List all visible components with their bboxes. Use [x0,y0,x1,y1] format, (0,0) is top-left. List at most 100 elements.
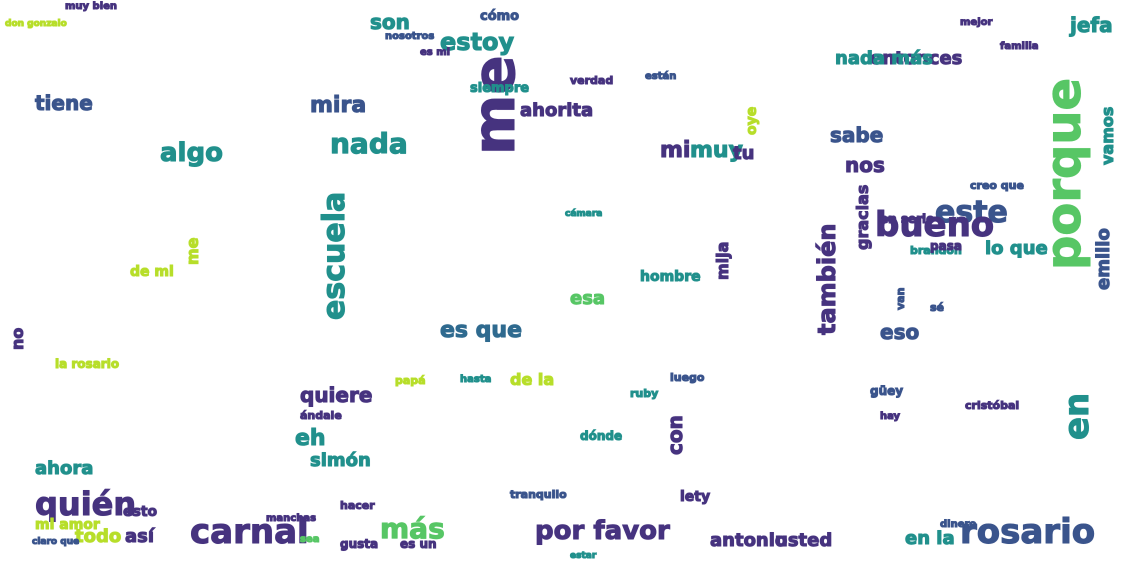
word-van: dinero [939,519,977,530]
word-ay: ay [442,445,523,513]
word-a-ver-si-cabron: estar [569,551,597,561]
word-es-mi: don gonzalo [5,19,68,29]
word-de: de [202,77,682,473]
word-creo-que: sé [929,301,945,314]
word-el: el [592,72,695,182]
word-hacer: lety [679,489,711,505]
word-oye: jefa [1070,13,1114,37]
word-eh: me [460,55,529,156]
word-me: me [183,237,203,266]
word-son: nos [845,153,886,177]
word-antonio: vamos [1098,106,1118,165]
word-mas: algo [160,138,224,168]
word-dinero: manchas [265,513,317,524]
word-estan: siempre [469,81,530,96]
word-vamonos: es un [400,537,438,551]
word-pasa: cámara [564,209,603,219]
word-manchas: dónde [579,429,623,443]
word-por-favor: por favor [535,516,671,546]
word-yo: yo [1037,35,1127,110]
word-lo: lo [537,374,682,531]
word-cristobal: mija [713,241,733,280]
word-con: con [663,415,688,456]
word-hasta: papá [395,374,427,387]
word-brandon: en serio [879,212,935,226]
word-siempre: verdad [569,74,614,87]
word-hombre: de mi [130,264,175,280]
word-donde: ruby [629,387,659,400]
word-en-la: usted [774,530,833,551]
word-guey: escuela [317,191,353,320]
word-escuela: la rosario [54,357,120,371]
word-pero: pero [542,0,793,102]
word-en: bueno [874,205,995,245]
word-todo: más [380,512,446,545]
word-andale: pasa [930,239,963,253]
word-mi-amor: ándale [300,409,343,422]
word-nada-mas: entonces [869,48,963,69]
word-no: no [8,327,28,350]
word-familia: están [644,71,677,82]
word-ya-2: ya [1007,455,1090,523]
word-mira: nada [330,127,409,160]
word-como: como [832,11,964,60]
word-luego: cristóbal [964,399,1020,412]
word-esto: esto [122,504,158,520]
word-algo: ahorita [519,100,594,121]
word-don-gonzalo: familia [1000,41,1040,52]
word-ahora: así [124,526,155,547]
word-gracias: emilio [1093,228,1115,291]
word-estar: gusta [339,537,379,551]
word-gusta: claro que [31,537,80,547]
word-un: un [787,70,878,140]
word-este: esa [569,288,606,309]
word-sea: mi amor [35,517,101,533]
word-tu-2: mi [659,138,691,163]
word-la: la [767,113,1109,497]
word-tu: tú [62,4,151,86]
word-ya: ya [377,331,595,518]
word-carnal: carnal [190,512,310,552]
word-entonces: cómo [479,9,520,24]
word-como-accent: estoy [439,28,515,56]
word-de-la: quiere [299,383,373,407]
word-ver: ver [162,423,314,516]
word-se: tranquilo [510,488,568,501]
word-ruby: hay [879,411,901,422]
word-en-serio: van [894,287,908,310]
word-jefa: nada más [835,48,934,69]
word-bien: bien [572,376,700,434]
word-mejor: oye [744,106,761,135]
word-simon: en la [905,528,956,549]
word-para: para [877,449,1042,522]
word-verdad: mejor [959,17,993,28]
word-mija: hombre [640,269,702,285]
word-es: es [615,72,710,154]
word-eso: es que [439,318,523,343]
word-papa: brandon [910,244,963,257]
word-nosotros: muy bien [64,1,118,12]
word-que: que [32,345,280,479]
word-si: sí [867,0,1051,210]
word-es-que: quién [34,485,137,523]
word-quien: ahora [34,458,94,479]
word-usted: antonio [709,530,788,551]
word-estoy: son [370,10,411,34]
word-ahorita: tiene [35,91,94,115]
word-aqui: aquí [777,470,917,534]
word-quiere: simón [310,450,372,471]
word-porque: en [1057,392,1098,440]
word-por: por [162,65,282,135]
word-te: te [717,465,792,535]
word-pues: pues [137,0,381,100]
word-tambien: gracias [853,184,873,250]
word-hay: güey [869,384,904,398]
word-vamos: también [813,223,842,335]
word-tiene: mira [309,93,367,118]
word-mi: muy [690,138,744,163]
word-bueno: este [935,195,1009,230]
word-claro-que: hasta [459,374,492,385]
word-lety: luego [670,371,705,384]
word-muy: de la [509,370,555,389]
